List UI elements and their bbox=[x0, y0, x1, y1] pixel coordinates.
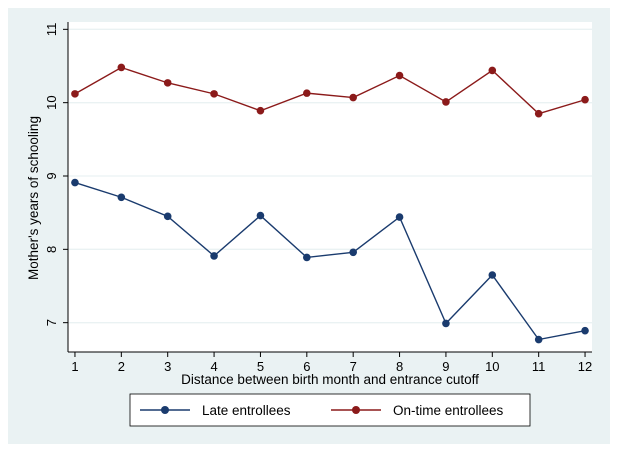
data-point-ontime bbox=[163, 79, 172, 87]
x-tick-label: 2 bbox=[118, 359, 125, 374]
data-point-late bbox=[163, 212, 172, 221]
data-point-ontime bbox=[395, 71, 404, 80]
x-tick-label: 6 bbox=[303, 359, 310, 374]
chart-frame: 7 8 9 10 11 1 2 3 4 5 6 7 8 9 10 11 12 Distance between … bbox=[8, 8, 610, 444]
data-point-ontime bbox=[71, 90, 79, 98]
data-point-ontime bbox=[210, 90, 218, 98]
data-point-late bbox=[349, 248, 357, 257]
x-tick-label: 3 bbox=[164, 359, 171, 374]
x-tick-label: 9 bbox=[442, 359, 449, 374]
data-point-ontime bbox=[256, 106, 265, 115]
data-point-late bbox=[581, 326, 589, 335]
data-point-late bbox=[117, 193, 126, 202]
legend-marker-late bbox=[161, 406, 169, 414]
legend-marker-ontime bbox=[352, 406, 360, 414]
y-tick-label: 8 bbox=[44, 246, 59, 253]
y-tick-label: 7 bbox=[44, 319, 59, 326]
x-tick-label: 1 bbox=[71, 359, 78, 374]
legend-label-ontime: On-time entrollees bbox=[393, 403, 504, 418]
data-point-ontime bbox=[349, 93, 357, 102]
x-tick-label: 10 bbox=[485, 359, 499, 374]
y-tick-label: 11 bbox=[44, 23, 59, 37]
series-line-ontime bbox=[74, 66, 586, 115]
data-point-late bbox=[303, 253, 311, 262]
y-tick-label: 10 bbox=[44, 95, 59, 109]
data-point-late bbox=[71, 178, 79, 187]
y-axis-title: Mother's years of schooling bbox=[26, 116, 41, 280]
data-point-ontime bbox=[303, 89, 311, 97]
x-tick-label: 7 bbox=[350, 359, 357, 374]
x-tick-label: 11 bbox=[532, 359, 546, 374]
data-point-late bbox=[534, 335, 543, 344]
y-tick-label: 9 bbox=[44, 172, 59, 179]
data-point-late bbox=[442, 319, 450, 328]
data-point-ontime bbox=[534, 109, 543, 118]
series-layer bbox=[71, 63, 589, 344]
data-point-ontime bbox=[442, 98, 450, 106]
data-point-ontime bbox=[488, 66, 497, 75]
data-point-late bbox=[488, 271, 497, 279]
legend-item-late: Late entrollees bbox=[140, 403, 291, 418]
legend: Late entrollees On-time entrollees bbox=[129, 393, 531, 427]
x-tick-label: 8 bbox=[396, 359, 403, 374]
x-tick-label: 4 bbox=[210, 359, 217, 374]
legend-label-late: Late entrollees bbox=[202, 403, 291, 418]
data-point-ontime bbox=[117, 63, 126, 72]
x-tick-label: 12 bbox=[578, 359, 592, 374]
x-axis-title: Distance between birth month and entranc… bbox=[181, 372, 479, 387]
legend-item-ontime: On-time entrollees bbox=[331, 403, 504, 418]
data-point-late bbox=[395, 213, 404, 221]
series-line-late bbox=[74, 181, 586, 341]
data-point-late bbox=[256, 211, 265, 220]
x-tick-label: 5 bbox=[257, 359, 264, 374]
data-point-late bbox=[210, 252, 218, 260]
legend-box bbox=[129, 393, 531, 427]
grid-lines bbox=[68, 28, 592, 324]
data-point-ontime bbox=[581, 95, 589, 104]
plot-area bbox=[68, 22, 592, 352]
